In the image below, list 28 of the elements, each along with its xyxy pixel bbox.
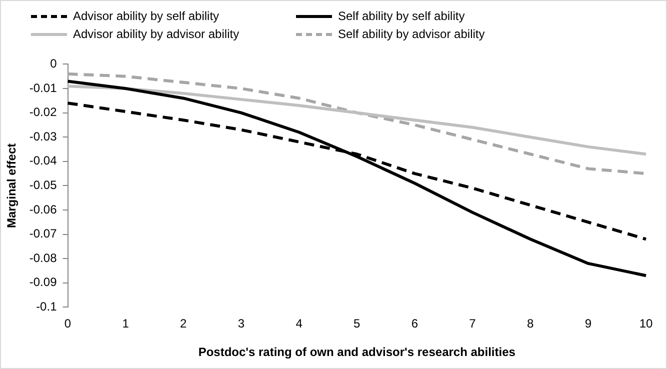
y-tick-label: -0.09 — [29, 275, 58, 290]
y-tick-label: -0.02 — [29, 105, 58, 120]
y-tick-label: -0.1 — [36, 300, 58, 314]
y-tick-label: -0.08 — [29, 250, 58, 265]
legend-label: Advisor ability by advisor ability — [73, 27, 240, 41]
x-tick-label: 5 — [354, 316, 361, 331]
x-axis-title: Postdoc's rating of own and advisor's research abilities — [198, 345, 516, 360]
y-tick-label: -0.06 — [29, 202, 58, 216]
legend-label: Self ability by advisor ability — [338, 27, 485, 41]
legend-label: Advisor ability by self ability — [73, 9, 220, 23]
y-tick-label: -0.03 — [29, 129, 58, 144]
x-tick-label: 4 — [296, 316, 303, 331]
x-tick-label: 3 — [238, 316, 245, 331]
x-tick-label: 7 — [469, 316, 476, 331]
x-tick-label: 0 — [64, 316, 72, 331]
x-tick-label: 9 — [584, 316, 592, 331]
x-tick-label: 6 — [411, 316, 418, 331]
x-tick-label: 2 — [180, 316, 188, 331]
y-tick-label: -0.04 — [29, 154, 58, 168]
x-tick-label: 1 — [122, 316, 130, 331]
y-axis-title: Marginal effect — [4, 143, 19, 228]
y-tick-label: 0 — [50, 56, 58, 71]
legend-label: Self ability by self ability — [338, 9, 465, 23]
y-tick-label: -0.07 — [29, 226, 58, 241]
x-tick-label: 8 — [527, 316, 534, 331]
y-tick-label: -0.05 — [29, 178, 58, 192]
y-tick-label: -0.01 — [29, 80, 58, 95]
x-tick-label: 10 — [639, 316, 653, 331]
